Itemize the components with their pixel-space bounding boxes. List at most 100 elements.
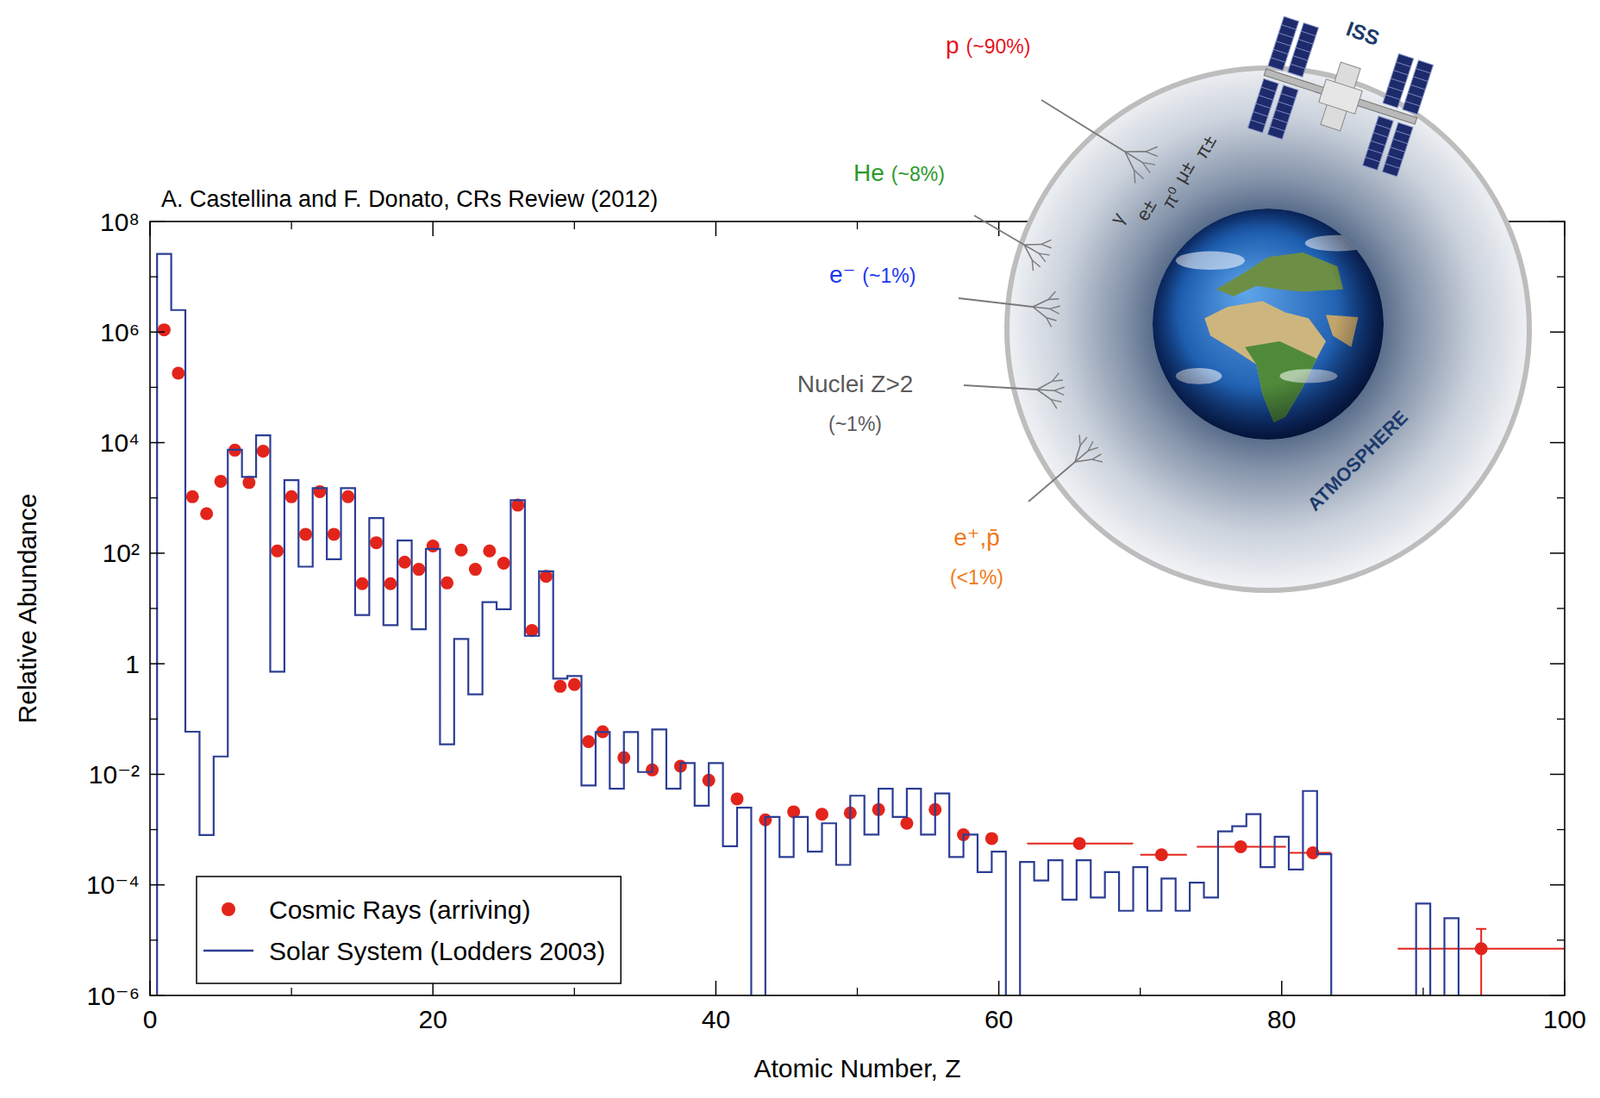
secondary-label: γ	[1106, 208, 1130, 228]
iss-panel-line	[1365, 156, 1381, 163]
y-tick	[1550, 774, 1565, 776]
shower-branch	[1050, 308, 1060, 314]
iss-panel	[1381, 122, 1413, 177]
particle-label: He	[853, 159, 885, 187]
x-minor-tick	[1422, 987, 1424, 996]
step-line	[1444, 918, 1459, 996]
iss-panel-line	[1278, 101, 1294, 107]
shower-branch	[1092, 454, 1102, 460]
secondary-label: e±	[1131, 195, 1162, 225]
data-point	[369, 536, 383, 550]
particle-label: e⁺,p̄	[953, 524, 1000, 551]
iss-panel-line	[1393, 69, 1408, 75]
y-minor-tick	[1556, 607, 1565, 609]
data-point	[171, 367, 185, 381]
shower-branch	[1048, 298, 1059, 300]
y-tick	[1550, 884, 1565, 887]
iss-panel-line	[1290, 63, 1306, 69]
data-point	[1073, 837, 1087, 850]
iss-panel-line	[1373, 132, 1388, 138]
y-tick	[1550, 442, 1565, 444]
y-tick-label: 1	[125, 650, 140, 679]
data-point	[341, 490, 355, 504]
secondary-label: π⁰	[1157, 183, 1188, 213]
iss-panel-line	[1407, 93, 1423, 99]
y-tick-label: 10⁸	[100, 207, 140, 237]
y-axis-title: Relative Abundance	[12, 493, 42, 725]
data-point	[242, 475, 256, 489]
shower-branch	[1125, 151, 1135, 171]
data-point	[214, 475, 228, 488]
data-point	[312, 485, 326, 499]
iss-panel	[1402, 60, 1434, 115]
iss-panel-line	[1275, 109, 1291, 115]
shower-branch	[1031, 260, 1040, 268]
iss-panel-line	[1281, 25, 1296, 31]
secondary-label: π±	[1190, 131, 1221, 163]
shower-branch	[1024, 243, 1042, 246]
iss-panel-line	[1256, 103, 1271, 109]
iss-panel-line	[1412, 76, 1428, 82]
shower-branch	[1080, 437, 1088, 446]
iss-panel-line	[1410, 84, 1425, 90]
y-tick-label: 10⁻⁶	[86, 981, 140, 1011]
data-point	[186, 490, 200, 504]
iss-panel-line	[1385, 163, 1400, 169]
y-minor-tick	[1556, 387, 1565, 388]
data-point	[383, 577, 397, 591]
data-point	[157, 323, 171, 337]
shower-branch	[1038, 253, 1046, 263]
y-tick	[1550, 552, 1565, 555]
particle-label: p	[945, 31, 960, 59]
legend-swatch	[203, 950, 254, 953]
x-tick-label: 60	[984, 1005, 1013, 1034]
layer-label: ATMOSPHERE	[1303, 406, 1413, 516]
y-tick	[1550, 331, 1565, 334]
y-tick	[1550, 220, 1565, 223]
iss-panel-line	[1261, 87, 1276, 93]
iss-panel-line	[1298, 39, 1313, 45]
x-tick	[1563, 981, 1566, 996]
iss-panel-line	[1405, 100, 1420, 107]
y-tick	[1550, 994, 1565, 997]
data-point	[398, 556, 412, 569]
data-point	[985, 831, 999, 845]
figure: A. Castellina and F. Donato, CRs Review …	[0, 0, 1600, 1098]
data-point	[482, 544, 496, 558]
y-minor-tick	[150, 829, 158, 831]
iss-panel-line	[1387, 87, 1403, 93]
data-point	[900, 817, 913, 831]
x-tick-label: 20	[418, 1005, 448, 1034]
y-tick-label: 10⁴	[100, 428, 140, 457]
iss-panel	[1287, 23, 1319, 78]
x-tick-label: 0	[143, 1005, 158, 1034]
shower-branch	[1125, 150, 1146, 153]
y-minor-tick	[1556, 497, 1565, 499]
y-minor-tick	[150, 718, 158, 720]
data-point	[553, 680, 567, 694]
x-tick-label: 40	[701, 1005, 731, 1034]
y-minor-tick	[1556, 275, 1565, 277]
particle-fraction: (~1%)	[828, 412, 882, 436]
shower-branch	[1032, 306, 1047, 318]
data-point	[497, 556, 511, 570]
shower-branch	[1041, 239, 1051, 244]
iss-panel-line	[1415, 68, 1431, 74]
x-tick	[1281, 981, 1283, 996]
iss-panel-line	[1258, 95, 1274, 101]
data-point	[468, 562, 482, 576]
iss-panel-line	[1387, 155, 1403, 161]
shower-branch	[1041, 243, 1052, 248]
y-tick	[150, 220, 165, 223]
data-point	[581, 735, 595, 749]
y-error-bar	[1480, 929, 1482, 996]
incoming-track	[963, 385, 1038, 390]
legend-label: Cosmic Rays (arriving)	[268, 895, 531, 925]
y-tick-label: 10⁶	[100, 318, 140, 347]
iss-panel-line	[1273, 49, 1288, 55]
iss-panel-line	[1370, 140, 1386, 146]
y-tick	[150, 994, 165, 997]
shower-branch	[1145, 151, 1158, 157]
earth	[1152, 208, 1384, 440]
shower-branch	[1145, 146, 1158, 152]
